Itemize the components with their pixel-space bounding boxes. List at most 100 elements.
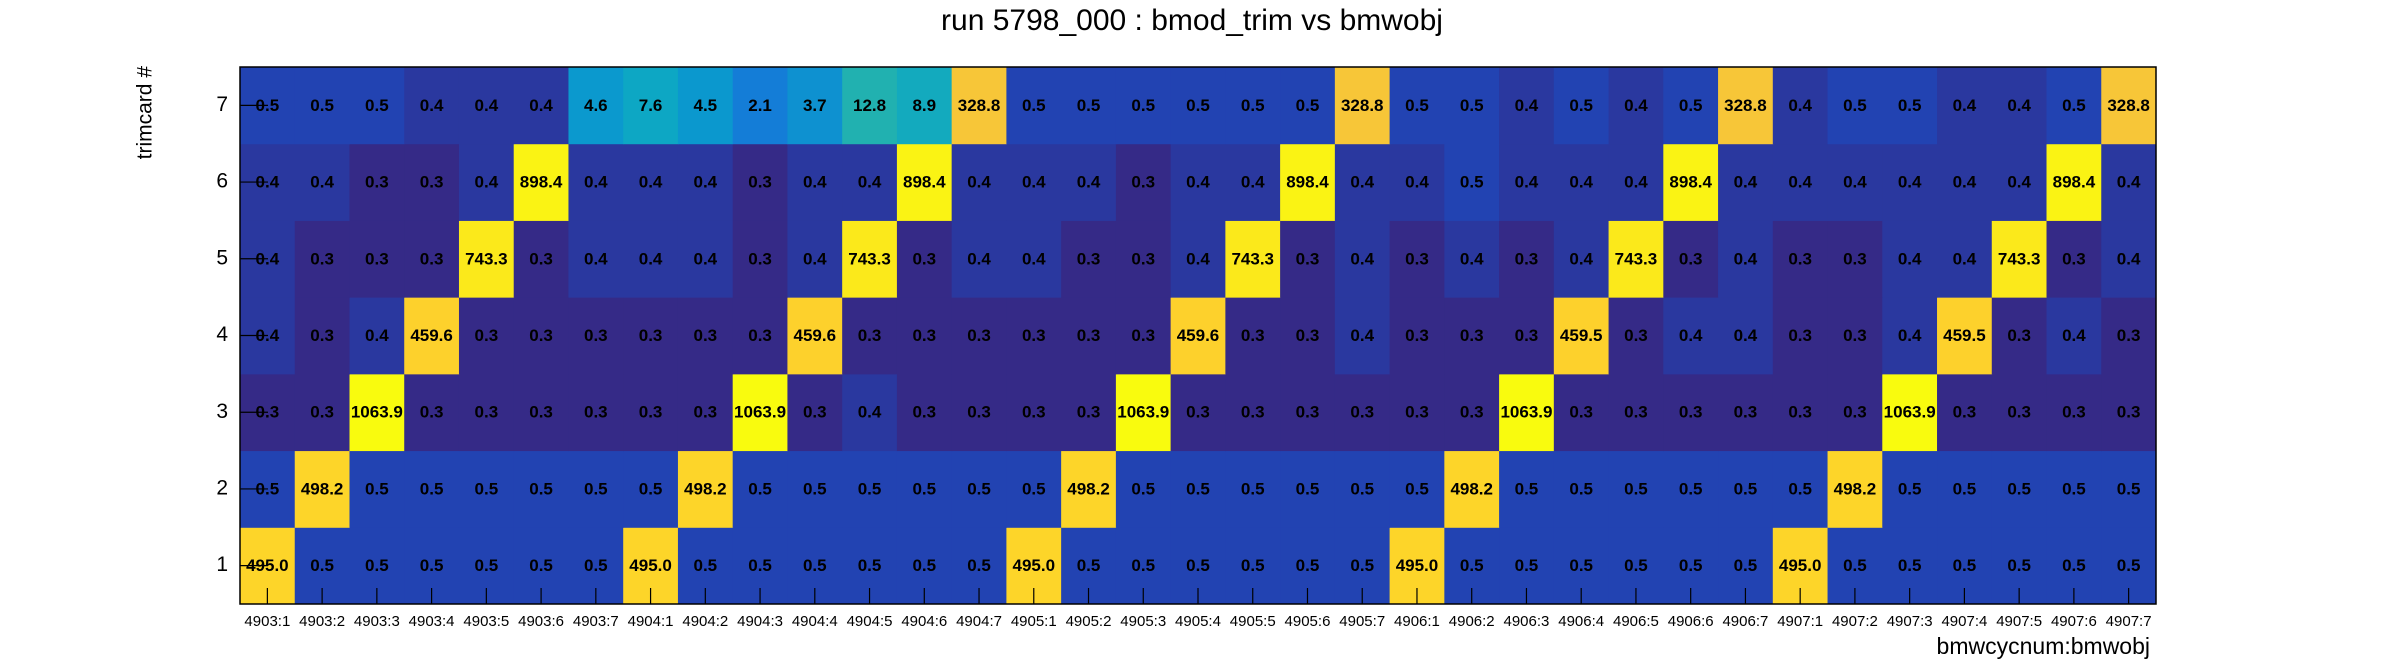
heatmap-cell bbox=[732, 450, 788, 528]
cell-label: 0.5 bbox=[1022, 479, 1046, 498]
cell-label: 0.4 bbox=[2117, 173, 2141, 192]
heatmap-cell bbox=[404, 450, 460, 528]
cell-label: 0.5 bbox=[1734, 479, 1758, 498]
cell-label: 0.3 bbox=[1296, 326, 1320, 345]
heatmap-cell bbox=[349, 220, 405, 298]
heatmap-cell bbox=[732, 373, 788, 452]
x-tick-label: 4903:3 bbox=[354, 613, 400, 630]
heatmap-cell bbox=[623, 450, 679, 528]
cell-label: 0.5 bbox=[420, 556, 444, 575]
cell-label: 0.3 bbox=[1296, 403, 1320, 422]
cell-label: 0.3 bbox=[967, 403, 991, 422]
heatmap-cell bbox=[1006, 143, 1062, 221]
heatmap-cell bbox=[1444, 220, 1500, 298]
cell-label: 0.4 bbox=[1350, 326, 1374, 345]
cell-label: 498.2 bbox=[1834, 479, 1877, 498]
x-tick-label: 4905:5 bbox=[1230, 613, 1276, 630]
cell-label: 0.3 bbox=[2007, 326, 2031, 345]
cell-label: 3.7 bbox=[803, 96, 827, 115]
cell-label: 498.2 bbox=[684, 479, 727, 498]
heatmap-cell bbox=[1937, 143, 1993, 221]
heatmap-cell bbox=[294, 297, 350, 375]
cell-label: 0.5 bbox=[2117, 479, 2141, 498]
heatmap-cell bbox=[1334, 297, 1391, 375]
cell-label: 0.3 bbox=[365, 173, 389, 192]
heatmap-cell bbox=[349, 297, 405, 375]
heatmap-cell bbox=[2101, 67, 2157, 145]
heatmap-cell bbox=[623, 373, 679, 452]
cell-label: 0.5 bbox=[310, 556, 334, 575]
heatmap-cell bbox=[513, 297, 569, 375]
heatmap-cell bbox=[1608, 450, 1664, 528]
cell-label: 0.4 bbox=[1679, 326, 1703, 345]
heatmap-cell bbox=[568, 450, 624, 528]
cell-label: 0.4 bbox=[1515, 173, 1539, 192]
cell-label: 0.3 bbox=[1843, 403, 1867, 422]
cell-label: 0.3 bbox=[1131, 326, 1155, 345]
cell-label: 0.3 bbox=[803, 403, 827, 422]
heatmap-cell bbox=[349, 450, 405, 528]
cell-label: 0.3 bbox=[529, 249, 553, 268]
heatmap-cell bbox=[1608, 373, 1664, 452]
cell-label: 0.3 bbox=[1022, 403, 1046, 422]
cell-label: 495.0 bbox=[1779, 556, 1822, 575]
heatmap-cell bbox=[513, 220, 569, 298]
cell-label: 0.4 bbox=[584, 173, 608, 192]
x-tick-label: 4905:6 bbox=[1285, 613, 1331, 630]
cell-label: 328.8 bbox=[958, 96, 1001, 115]
heatmap-cell bbox=[1772, 220, 1829, 298]
x-tick-label: 4904:5 bbox=[847, 613, 893, 630]
heatmap-cell bbox=[1663, 220, 1719, 298]
cell-label: 0.3 bbox=[693, 403, 717, 422]
x-axis-title: bmwcycnum:bmwobj bbox=[1937, 633, 2150, 659]
cell-label: 0.4 bbox=[1624, 96, 1648, 115]
y-tick-label: 4 bbox=[216, 323, 228, 346]
cell-label: 0.4 bbox=[1898, 249, 1922, 268]
heatmap-cell bbox=[2046, 297, 2102, 375]
x-tick-label: 4904:1 bbox=[628, 613, 674, 630]
x-tick-label: 4904:4 bbox=[792, 613, 838, 630]
cell-label: 328.8 bbox=[2107, 96, 2150, 115]
cell-label: 1063.9 bbox=[1884, 403, 1936, 422]
heatmap-cell bbox=[1772, 297, 1829, 375]
cell-label: 0.5 bbox=[1515, 556, 1539, 575]
cell-label: 0.4 bbox=[639, 249, 663, 268]
x-tick-label: 4903:5 bbox=[463, 613, 509, 630]
heatmap-cell bbox=[1772, 67, 1829, 145]
heatmap-cell bbox=[951, 67, 1007, 145]
heatmap-cell bbox=[1608, 143, 1664, 221]
cell-label: 0.3 bbox=[1296, 249, 1320, 268]
heatmap-cell bbox=[1663, 450, 1719, 528]
cell-label: 0.3 bbox=[420, 249, 444, 268]
cell-label: 0.5 bbox=[1953, 479, 1977, 498]
cell-label: 0.4 bbox=[1953, 249, 1977, 268]
heatmap-cell bbox=[1225, 450, 1281, 528]
heatmap-cell bbox=[1225, 143, 1281, 221]
heatmap-cell bbox=[1280, 220, 1336, 298]
heatmap-cell bbox=[732, 220, 788, 298]
heatmap-cell bbox=[458, 450, 515, 528]
heatmap-cell bbox=[1553, 450, 1610, 528]
cell-label: 0.5 bbox=[1241, 556, 1265, 575]
heatmap-cell bbox=[1334, 450, 1391, 528]
heatmap-cell bbox=[294, 220, 350, 298]
heatmap-cell bbox=[1499, 220, 1555, 298]
heatmap-cell bbox=[1170, 67, 1226, 145]
cell-label: 0.5 bbox=[1515, 479, 1539, 498]
heatmap-cell bbox=[1991, 220, 2048, 298]
heatmap-cell bbox=[1991, 143, 2048, 221]
cell-label: 0.5 bbox=[693, 556, 717, 575]
heatmap-cell bbox=[2101, 450, 2157, 528]
heatmap-cell bbox=[1608, 220, 1664, 298]
heatmap-cell bbox=[1006, 67, 1062, 145]
cell-label: 498.2 bbox=[1450, 479, 1493, 498]
x-tick-label: 4905:2 bbox=[1066, 613, 1112, 630]
cell-label: 0.3 bbox=[748, 326, 772, 345]
cell-label: 0.4 bbox=[1734, 249, 1758, 268]
heatmap-cell bbox=[458, 297, 515, 375]
heatmap-cell bbox=[732, 67, 788, 145]
cell-label: 0.5 bbox=[1460, 556, 1484, 575]
heatmap-cell bbox=[951, 143, 1007, 221]
cell-label: 0.3 bbox=[1788, 249, 1812, 268]
cell-label: 0.3 bbox=[310, 326, 334, 345]
